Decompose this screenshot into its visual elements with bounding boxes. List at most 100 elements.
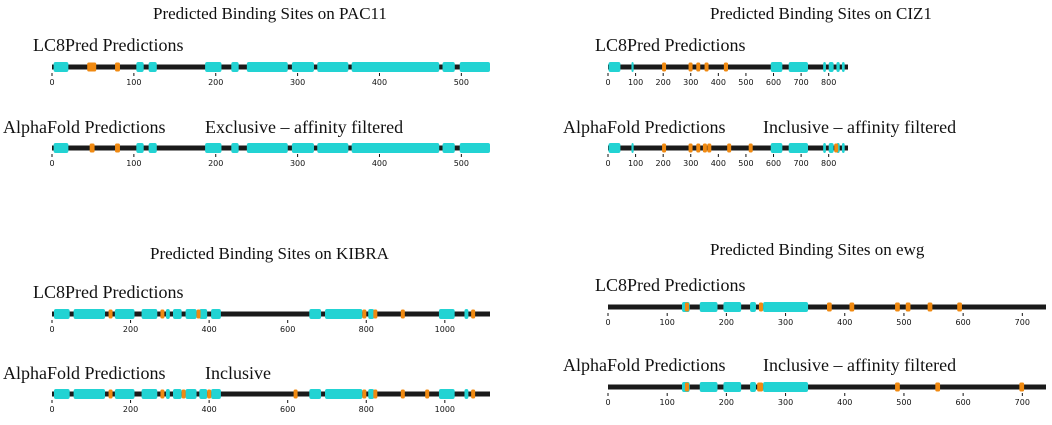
disorder-region (211, 309, 221, 319)
tick-label: 400 (372, 159, 387, 168)
disorder-region (351, 143, 440, 153)
disorder-region (199, 309, 208, 319)
binding-site (696, 62, 701, 72)
disorder-region (246, 62, 288, 72)
binding-site (905, 302, 911, 312)
tick-label: 200 (123, 405, 138, 414)
binding-site (108, 309, 113, 319)
tick-label: 600 (955, 398, 970, 407)
tick-label: 100 (628, 78, 643, 87)
panel-title: Predicted Binding Sites on ewg (710, 240, 925, 259)
tick-label: 700 (1015, 398, 1030, 407)
disorder-region (823, 62, 826, 72)
tick-label: 400 (837, 318, 852, 327)
tick-label: 0 (49, 159, 54, 168)
tick-label: 800 (821, 159, 836, 168)
tick-label: 200 (719, 318, 734, 327)
tick-label: 400 (201, 325, 216, 334)
disorder-region (368, 389, 375, 399)
disorder-region (291, 62, 314, 72)
tick-label: 400 (711, 78, 726, 87)
disorder-region (165, 389, 170, 399)
binding-site (425, 389, 430, 399)
disorder-region (185, 309, 197, 319)
row-note: Inclusive – affinity filtered (763, 117, 957, 137)
binding-site (115, 62, 120, 72)
tick-label: 600 (955, 318, 970, 327)
binding-site (662, 143, 667, 153)
binding-site (1019, 382, 1025, 392)
binding-site (181, 389, 186, 399)
row-label: AlphaFold Predictions (3, 117, 166, 137)
disorder-region (438, 309, 455, 319)
tick-label: 700 (1015, 318, 1030, 327)
binding-site (688, 143, 693, 153)
tick-label: 800 (359, 405, 374, 414)
disorder-region (136, 143, 144, 153)
tick-label: 600 (766, 159, 781, 168)
tick-label: 500 (896, 318, 911, 327)
binding-site (108, 389, 113, 399)
tick-label: 300 (683, 159, 698, 168)
tick-label: 400 (837, 398, 852, 407)
tick-label: 500 (738, 159, 753, 168)
disorder-region (73, 309, 106, 319)
tick-label: 200 (123, 325, 138, 334)
binding-site (89, 143, 95, 153)
tick-label: 600 (280, 325, 295, 334)
tick-label: 200 (656, 159, 671, 168)
disorder-region (205, 62, 222, 72)
disorder-region (114, 389, 135, 399)
binding-site (662, 62, 667, 72)
binding-site (707, 143, 712, 153)
disorder-region (53, 309, 70, 319)
binding-site (688, 62, 693, 72)
binding-site (87, 62, 97, 72)
disorder-region (763, 382, 809, 392)
binding-site (362, 389, 367, 399)
sequence-track: 0 100 200 300 400 500 (49, 62, 490, 87)
row-label: AlphaFold Predictions (563, 117, 726, 137)
disorder-region (351, 62, 440, 72)
binding-site (684, 382, 689, 392)
binding-site (757, 382, 764, 392)
disorder-region (699, 302, 718, 312)
disorder-region (631, 143, 634, 153)
binding-site (400, 309, 405, 319)
backbone (52, 311, 490, 317)
row-note: Inclusive – affinity filtered (763, 355, 957, 375)
tick-label: 0 (605, 159, 610, 168)
binding-site (834, 143, 839, 153)
tick-label: 1000 (435, 405, 455, 414)
disorder-region (608, 62, 621, 72)
tick-label: 0 (605, 318, 610, 327)
tick-label: 200 (656, 78, 671, 87)
binding-site (927, 302, 933, 312)
row-label: AlphaFold Predictions (3, 363, 166, 383)
sequence-track: 0 100 200 300 400 500 (49, 143, 490, 168)
tick-label: 400 (201, 405, 216, 414)
disorder-region (631, 62, 634, 72)
disorder-region (438, 389, 455, 399)
disorder-region (464, 309, 469, 319)
binding-site (400, 389, 405, 399)
binding-site (895, 382, 900, 392)
sequence-track: 0 100 200 300 400 500 600 700 800 (605, 143, 848, 168)
disorder-region (165, 309, 170, 319)
panel-title: Predicted Binding Sites on CIZ1 (710, 4, 932, 23)
disorder-region (172, 389, 182, 399)
binding-site (684, 302, 689, 312)
tick-label: 400 (372, 78, 387, 87)
disorder-region (231, 143, 239, 153)
sequence-track: 0 100 200 300 400 500 600 700 (605, 302, 1046, 327)
disorder-region (828, 62, 834, 72)
tick-label: 500 (896, 398, 911, 407)
disorder-region (246, 143, 288, 153)
disorder-region (828, 143, 834, 153)
disorder-region (325, 389, 363, 399)
row-note: Inclusive (205, 363, 271, 383)
disorder-region (211, 389, 221, 399)
binding-site (748, 143, 753, 153)
tick-label: 300 (683, 78, 698, 87)
panel-title: Predicted Binding Sites on PAC11 (153, 4, 387, 23)
